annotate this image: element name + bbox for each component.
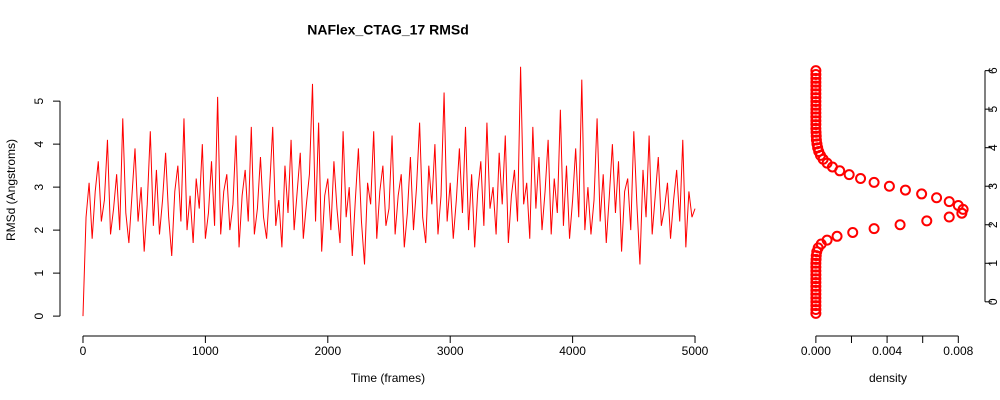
density-point: [810, 107, 822, 119]
x-tick-label: 0.000: [801, 344, 831, 358]
x-tick-label: 2000: [314, 344, 341, 358]
density-point: [810, 273, 822, 285]
density-point: [810, 103, 822, 115]
y-tick-label: 5: [986, 106, 1000, 113]
density-point: [810, 296, 822, 308]
density-point: [916, 188, 928, 200]
y-tick-label: 6: [986, 67, 1000, 74]
density-point: [810, 130, 822, 142]
density-point: [810, 134, 822, 146]
x-tick-label: 4000: [559, 344, 586, 358]
density-point: [810, 76, 822, 88]
y-tick-label: 3: [32, 183, 46, 190]
y-tick-label: 0: [32, 312, 46, 319]
y-axis-title: RMSd (Angstroms): [4, 139, 18, 241]
density-point: [810, 111, 822, 123]
density-point: [894, 219, 906, 231]
x-axis-title: density: [869, 371, 907, 385]
density-point: [831, 230, 843, 242]
density-point: [821, 234, 833, 246]
density-point: [952, 199, 964, 211]
x-tick-label: 0.008: [943, 344, 973, 358]
density-point: [810, 80, 822, 92]
density-point: [810, 288, 822, 300]
density-point: [810, 126, 822, 138]
density-point: [855, 173, 867, 185]
density-point: [810, 284, 822, 296]
density-point: [810, 68, 822, 80]
density-point: [868, 223, 880, 235]
density-point: [943, 211, 955, 223]
density-point: [931, 192, 943, 204]
density-point: [810, 88, 822, 100]
rmsd-line: [82, 66, 696, 317]
density-point: [810, 253, 822, 265]
y-tick-label: 1: [32, 269, 46, 276]
density-point: [899, 184, 911, 196]
density-point: [810, 304, 822, 316]
density-point: [810, 265, 822, 277]
density-point: [810, 261, 822, 273]
density-point: [921, 215, 933, 227]
density-point: [810, 257, 822, 269]
density-point: [810, 277, 822, 289]
density-point: [868, 176, 880, 188]
x-tick-label: 0: [80, 344, 87, 358]
density-point: [810, 280, 822, 292]
density-point: [883, 180, 895, 192]
density-point: [810, 269, 822, 281]
density-point: [810, 99, 822, 111]
density-point: [810, 95, 822, 107]
density-point: [810, 122, 822, 134]
chart-title: NAFlex_CTAG_17 RMSd: [307, 22, 469, 38]
y-tick-label: 1: [986, 260, 1000, 267]
x-tick-label: 1000: [192, 344, 219, 358]
density-point: [811, 138, 823, 150]
x-tick-label: 0.004: [872, 344, 902, 358]
y-tick-label: 4: [32, 140, 46, 147]
x-axis-title: Time (frames): [351, 371, 425, 385]
y-tick-label: 4: [986, 144, 1000, 151]
density-point: [847, 226, 859, 238]
density-point: [810, 292, 822, 304]
density-point: [943, 196, 955, 208]
density-point: [810, 72, 822, 84]
density-point: [810, 84, 822, 96]
density-point: [810, 119, 822, 131]
density-point: [810, 307, 822, 319]
x-tick-label: 3000: [437, 344, 464, 358]
y-tick-label: 3: [986, 183, 1000, 190]
density-point: [810, 300, 822, 312]
y-tick-label: 0: [986, 298, 1000, 305]
y-tick-label: 5: [32, 97, 46, 104]
density-point: [810, 92, 822, 104]
density-point: [810, 115, 822, 127]
x-tick-label: 5000: [682, 344, 709, 358]
y-tick-label: 2: [986, 221, 1000, 228]
density-point: [843, 169, 855, 181]
density-point: [810, 65, 822, 77]
y-tick-label: 2: [32, 226, 46, 233]
